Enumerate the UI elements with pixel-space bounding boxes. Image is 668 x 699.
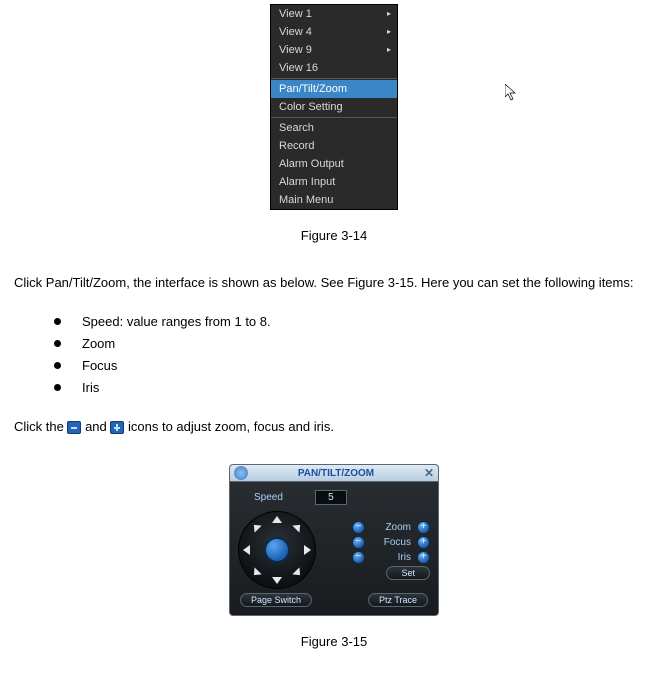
zoom-label: Zoom xyxy=(371,522,411,533)
dpad-left-button[interactable] xyxy=(243,545,250,555)
menu-item-colorsetting[interactable]: Color Setting xyxy=(271,98,397,116)
zoom-plus-button[interactable]: + xyxy=(417,521,430,534)
menu-item-view4[interactable]: View 4 ▸ xyxy=(271,23,397,41)
menu-item-alarminput[interactable]: Alarm Input xyxy=(271,173,397,191)
ptz-title-text: PAN/TILT/ZOOM xyxy=(248,468,424,479)
menu-item-label: Search xyxy=(279,121,314,135)
text: and xyxy=(81,419,110,434)
dpad-down-left-button[interactable] xyxy=(250,568,261,579)
submenu-arrow-icon: ▸ xyxy=(387,25,391,39)
menu-item-view9[interactable]: View 9 ▸ xyxy=(271,41,397,59)
menu-item-label: Alarm Output xyxy=(279,157,344,171)
menu-item-label: View 4 xyxy=(279,25,312,39)
iris-row: − Iris + xyxy=(324,551,430,564)
ptz-titlebar: PAN/TILT/ZOOM ✕ xyxy=(230,465,438,482)
focus-minus-button[interactable]: − xyxy=(352,536,365,549)
menu-item-label: Pan/Tilt/Zoom xyxy=(279,82,347,96)
speed-label: Speed xyxy=(254,492,283,503)
page-switch-button[interactable]: Page Switch xyxy=(240,593,312,607)
menu-item-label: Record xyxy=(279,139,314,153)
list-item: Focus xyxy=(54,355,654,377)
figure-caption-3-14: Figure 3-14 xyxy=(14,228,654,243)
list-item: Iris xyxy=(54,377,654,399)
adjust-paragraph: Click the and icons to adjust zoom, focu… xyxy=(14,417,654,437)
dpad-up-right-button[interactable] xyxy=(292,522,303,533)
menu-item-label: Main Menu xyxy=(279,193,333,207)
figure-caption-3-15: Figure 3-15 xyxy=(14,634,654,649)
direction-pad xyxy=(238,511,316,589)
dpad-down-button[interactable] xyxy=(272,577,282,584)
menu-separator xyxy=(271,78,397,79)
menu-separator xyxy=(271,117,397,118)
submenu-arrow-icon: ▸ xyxy=(387,7,391,21)
plus-icon xyxy=(110,421,124,434)
menu-item-label: View 9 xyxy=(279,43,312,57)
menu-item-view16[interactable]: View 16 xyxy=(271,59,397,77)
intro-paragraph: Click Pan/Tilt/Zoom, the interface is sh… xyxy=(14,273,654,293)
iris-plus-button[interactable]: + xyxy=(417,551,430,564)
iris-label: Iris xyxy=(371,552,411,563)
feature-list: Speed: value ranges from 1 to 8. Zoom Fo… xyxy=(54,311,654,399)
close-icon[interactable]: ✕ xyxy=(424,466,434,480)
dpad-right-button[interactable] xyxy=(304,545,311,555)
list-item: Speed: value ranges from 1 to 8. xyxy=(54,311,654,333)
speed-row: Speed 5 xyxy=(238,488,430,511)
menu-item-pantiltzoom[interactable]: Pan/Tilt/Zoom xyxy=(271,80,397,98)
dpad-up-left-button[interactable] xyxy=(250,522,261,533)
speed-value-field[interactable]: 5 xyxy=(315,490,347,505)
iris-minus-button[interactable]: − xyxy=(352,551,365,564)
ptz-logo-icon xyxy=(234,466,248,480)
context-menu: View 1 ▸ View 4 ▸ View 9 ▸ View 16 Pan/T… xyxy=(270,4,398,210)
dpad-down-right-button[interactable] xyxy=(292,568,303,579)
text: icons to adjust zoom, focus and iris. xyxy=(124,419,334,434)
focus-label: Focus xyxy=(371,537,411,548)
menu-item-view1[interactable]: View 1 ▸ xyxy=(271,5,397,23)
focus-row: − Focus + xyxy=(324,536,430,549)
menu-item-label: Alarm Input xyxy=(279,175,335,189)
menu-item-label: View 1 xyxy=(279,7,312,21)
ptz-panel: PAN/TILT/ZOOM ✕ Speed 5 xyxy=(229,464,439,616)
dpad-up-button[interactable] xyxy=(272,516,282,523)
focus-plus-button[interactable]: + xyxy=(417,536,430,549)
zoom-row: − Zoom + xyxy=(324,521,430,534)
text: Click the xyxy=(14,419,67,434)
zoom-minus-button[interactable]: − xyxy=(352,521,365,534)
ptz-trace-button[interactable]: Ptz Trace xyxy=(368,593,428,607)
menu-item-record[interactable]: Record xyxy=(271,137,397,155)
set-row: Set xyxy=(324,566,430,580)
menu-item-label: Color Setting xyxy=(279,100,343,114)
minus-icon xyxy=(67,421,81,434)
menu-item-alarmoutput[interactable]: Alarm Output xyxy=(271,155,397,173)
menu-item-search[interactable]: Search xyxy=(271,119,397,137)
dpad-center-button[interactable] xyxy=(264,537,290,563)
submenu-arrow-icon: ▸ xyxy=(387,43,391,57)
list-item: Zoom xyxy=(54,333,654,355)
menu-item-mainmenu[interactable]: Main Menu xyxy=(271,191,397,209)
menu-item-label: View 16 xyxy=(279,61,318,75)
set-button[interactable]: Set xyxy=(386,566,430,580)
